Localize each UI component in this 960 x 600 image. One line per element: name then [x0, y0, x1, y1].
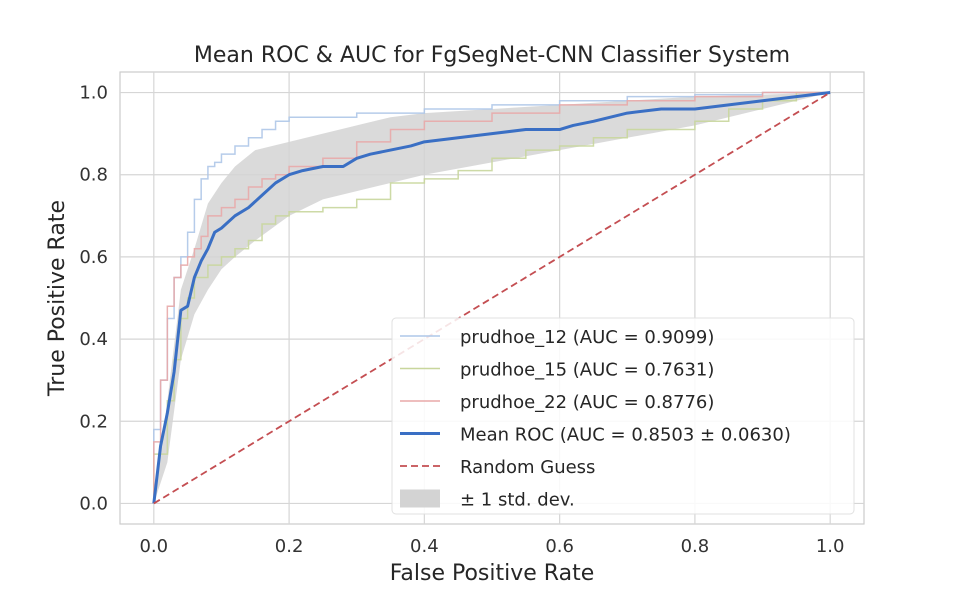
legend: prudhoe_12 (AUC = 0.9099) prudhoe_15 (AUC…	[391, 317, 855, 515]
legend-label-series-prudhoe-22: prudhoe_22 (AUC = 0.8776)	[460, 392, 714, 413]
y-tick-label: 1.0	[79, 83, 108, 104]
series-mean-roc-line	[152, 91, 831, 504]
x-tick-label: 0.0	[139, 536, 168, 557]
x-tick-label: 0.4	[410, 536, 439, 557]
series-prudhoe-22-line	[153, 91, 831, 504]
y-tick-label: 0.0	[79, 493, 108, 514]
legend-swatch-band	[400, 489, 440, 508]
legend-label-series-prudhoe-12: prudhoe_12 (AUC = 0.9099)	[460, 327, 714, 348]
y-tick-label: 0.6	[79, 247, 108, 268]
legend-label-series-prudhoe-15: prudhoe_15 (AUC = 0.7631)	[460, 360, 714, 381]
y-tick-label: 0.4	[79, 329, 108, 350]
std-dev-band-area	[153, 92, 831, 504]
y-axis-label: True Positive Rate	[45, 200, 70, 397]
tick-labels: 0.0 0.2 0.4 0.6 0.8 1.0 0.0 0.2 0.4 0.6 0.8 1.0	[79, 83, 844, 557]
x-tick-label: 0.6	[545, 536, 574, 557]
std-dev-band	[153, 92, 831, 504]
legend-label-series-random-guess: Random Guess	[460, 457, 595, 478]
y-tick-label: 0.8	[79, 165, 108, 186]
x-axis-label: False Positive Rate	[390, 561, 594, 586]
legend-label-series-mean-roc: Mean ROC (AUC = 0.8503 ± 0.0630)	[460, 425, 791, 446]
x-tick-label: 1.0	[816, 536, 845, 557]
x-tick-label: 0.8	[681, 536, 710, 557]
legend-label-band: ± 1 std. dev.	[460, 490, 575, 511]
x-tick-label: 0.2	[275, 536, 304, 557]
y-tick-label: 0.2	[79, 411, 108, 432]
chart-title: Mean ROC & AUC for FgSegNet-CNN Classifi…	[194, 43, 790, 68]
series-lines	[152, 91, 831, 505]
series-prudhoe-15-line	[153, 91, 831, 504]
legend-box	[391, 317, 855, 515]
